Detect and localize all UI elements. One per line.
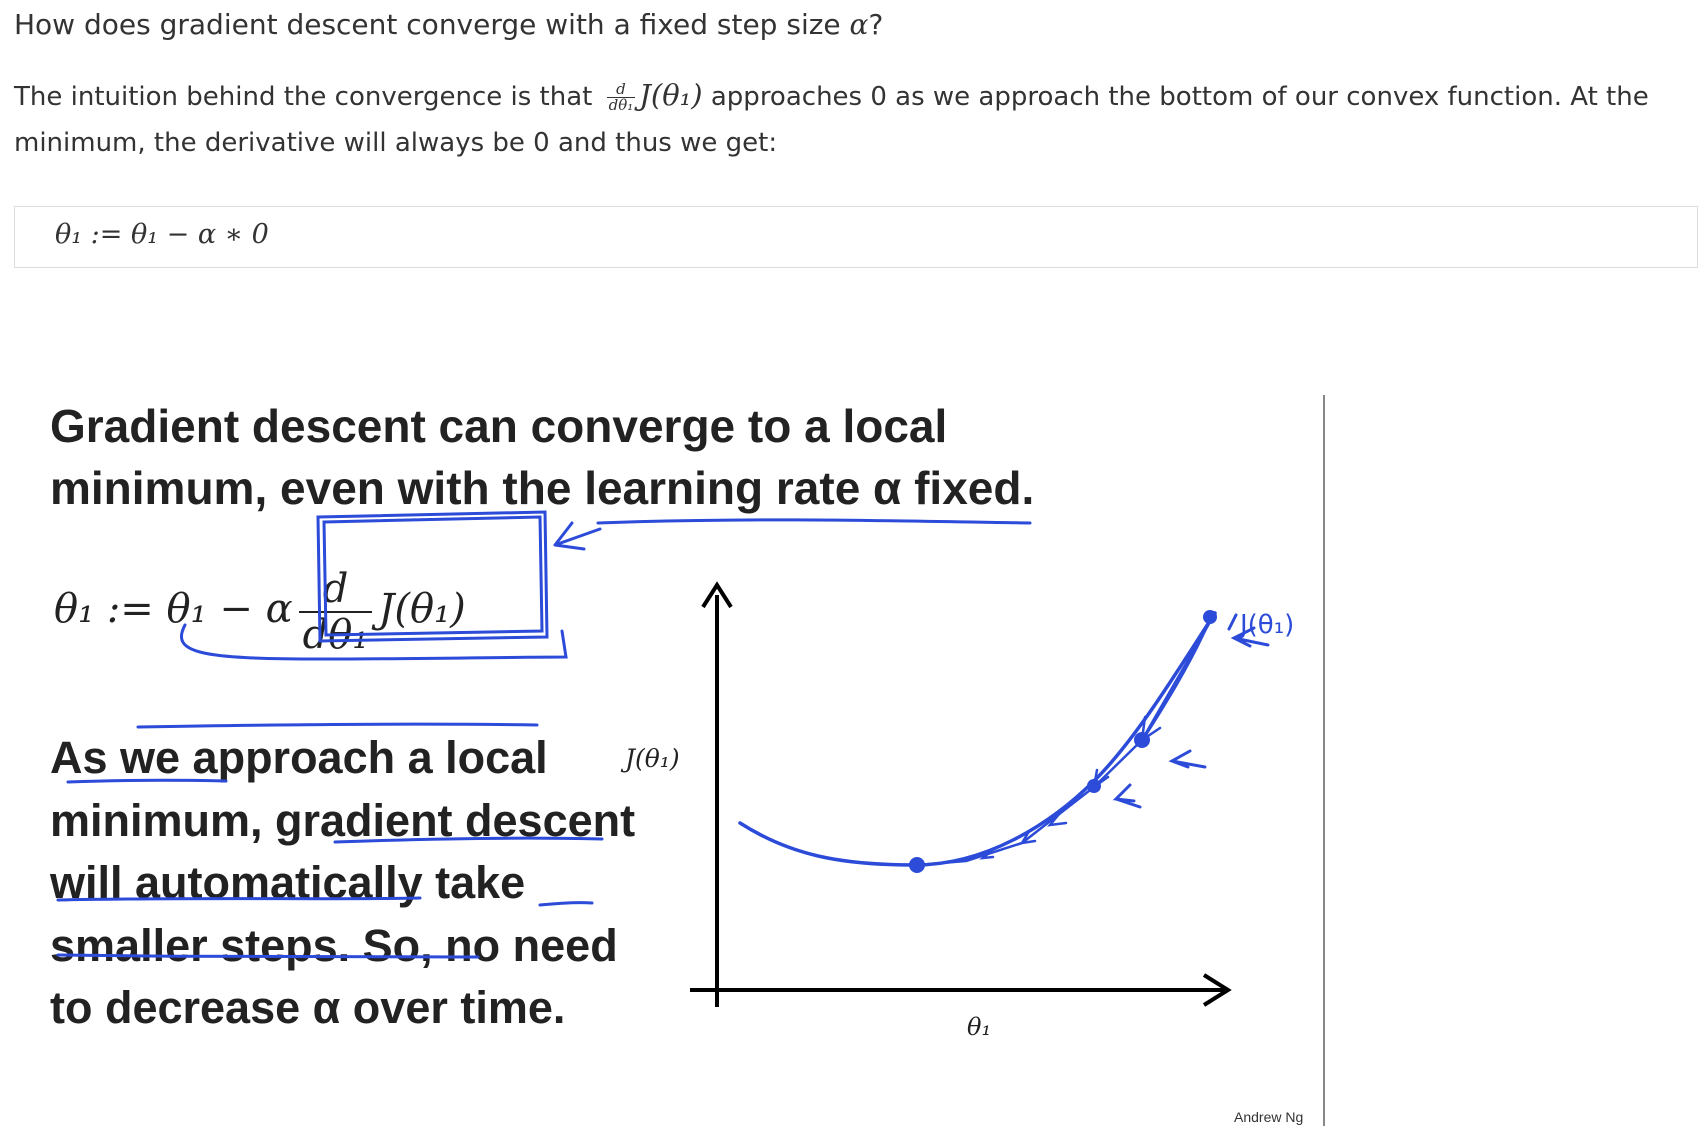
intro-text-after: approaches 0 as we approach the bottom o…	[14, 82, 1649, 158]
question-alpha: α	[849, 8, 869, 41]
equation-box: θ₁ := θ₁ − α ∗ 0	[14, 206, 1698, 268]
minimum-point	[909, 857, 925, 873]
question-text: How does gradient descent converge with …	[14, 8, 850, 41]
y-axis-arrow	[701, 581, 733, 609]
slide-eq-left: θ₁ := θ₁ − α	[54, 586, 293, 632]
slide-credit: Andrew Ng	[1234, 1109, 1304, 1125]
derivative-box	[316, 510, 549, 643]
step-point	[1087, 779, 1101, 793]
step-path	[915, 620, 1212, 867]
step-point	[1203, 610, 1217, 624]
slide-update-rule: θ₁ := θ₁ − α d dθ₁ J(θ₁)	[54, 567, 466, 657]
fraction-numerator: d	[606, 82, 636, 98]
intro-paragraph: The intuition behind the convergence is …	[14, 72, 1694, 166]
cost-function-expr: J(θ₁)	[639, 78, 703, 112]
slide-graph: J(θ₁) θ₁	[56, 395, 1325, 1126]
step-points	[909, 610, 1217, 873]
update-equation: θ₁ := θ₁ − α ∗ 0	[55, 219, 269, 250]
slide-body-text: As we approach a local minimum, gradient…	[50, 732, 636, 1033]
title-underline	[596, 518, 1032, 525]
body-underline-4	[56, 896, 594, 907]
handwritten-cost-label: J(θ₁)	[1238, 610, 1294, 640]
step-arrowheads	[979, 715, 1162, 860]
box-pointer-arrow	[553, 521, 602, 551]
slide-title: Gradient descent can converge to a local…	[50, 400, 1035, 514]
equation-underline	[179, 623, 568, 661]
fraction-denominator: dθ₁	[608, 96, 634, 114]
pointer-arrow-3	[1112, 783, 1142, 809]
y-axis-label: J(θ₁)	[620, 744, 680, 773]
slide-frac-num: d	[298, 567, 373, 613]
label-tick	[1227, 613, 1238, 631]
pointer-arrow-1	[1230, 626, 1270, 648]
pointer-arrow-2	[1168, 749, 1207, 769]
body-underline-2	[66, 778, 228, 784]
body-underline-1	[136, 722, 539, 729]
body-underline-3	[333, 836, 604, 844]
cost-curve	[738, 611, 1217, 867]
derivative-fraction: d dθ₁	[606, 82, 636, 114]
x-axis-label: θ₁	[967, 1013, 991, 1041]
lecture-slide: Gradient descent can converge to a local…	[0, 395, 1708, 1136]
step-point	[1134, 732, 1150, 748]
intro-text-before: The intuition behind the convergence is …	[14, 82, 601, 112]
x-axis-arrow	[1202, 973, 1232, 1007]
derivative-box-inner	[322, 515, 544, 637]
slide-eq-right: J(θ₁)	[378, 586, 466, 632]
question-heading: How does gradient descent converge with …	[14, 8, 883, 41]
body-underline-5	[56, 953, 480, 959]
handwritten-annotations	[56, 510, 1270, 959]
question-mark: ?	[868, 8, 884, 41]
